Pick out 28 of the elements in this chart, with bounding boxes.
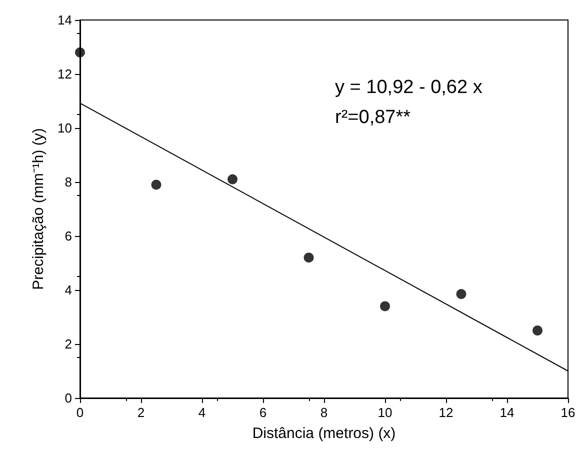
point (151, 180, 162, 190)
x-tick-label: 10 (378, 405, 392, 420)
point (380, 301, 390, 312)
point (228, 174, 238, 184)
y-tick-label: 6 (64, 228, 72, 244)
y-tick-label: 4 (64, 282, 72, 298)
annotation: r²=0,87** (335, 107, 412, 128)
y-tick-label: 12 (58, 66, 72, 82)
point (304, 252, 314, 263)
point (75, 47, 85, 58)
y-tick-label: 2 (64, 336, 72, 352)
point (532, 326, 542, 336)
x-tick-label: 12 (438, 405, 454, 420)
x-tick-label: 6 (259, 405, 267, 420)
x-tick-label: 0 (76, 405, 84, 420)
x-tick-label: 2 (137, 405, 145, 420)
y-axis-title: Precipitação (mm⁻¹h) (y) (30, 128, 47, 290)
x-axis-title: Distância (metros) (x) (252, 425, 396, 442)
point (456, 289, 466, 300)
y-tick-label: 8 (64, 174, 72, 190)
x-tick-label: 14 (500, 405, 514, 420)
y-tick-label: 14 (58, 12, 72, 28)
x-tick-label: 8 (320, 405, 328, 420)
y-tick-label: 10 (58, 120, 72, 136)
y-tick-label: 0 (64, 390, 72, 406)
x-tick-label: 16 (560, 405, 576, 420)
x-tick-label: 4 (198, 405, 206, 420)
annotation: y = 10,92 - 0,62 x (335, 77, 483, 98)
